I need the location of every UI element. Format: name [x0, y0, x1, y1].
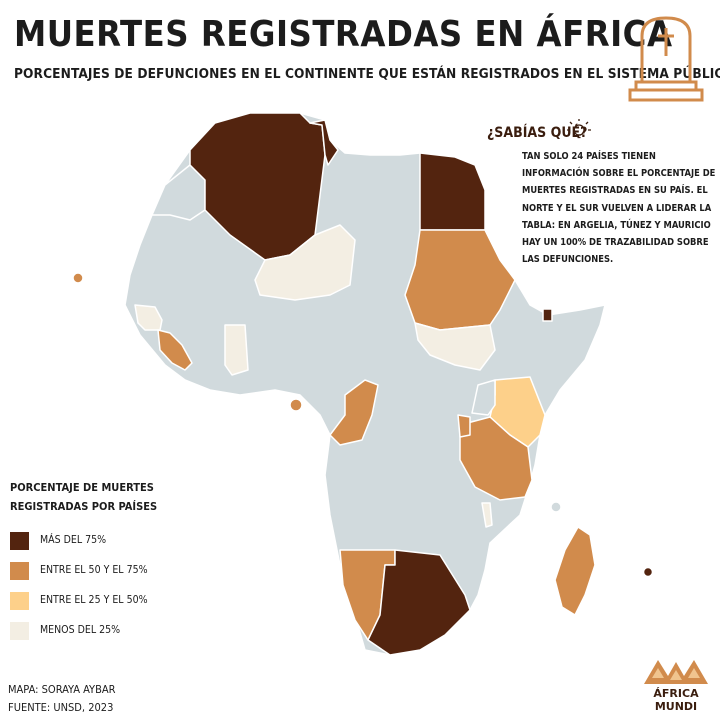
- africa-mundi-logo: ÁFRICA MUNDI: [644, 660, 708, 713]
- region-cape-verde: [72, 272, 84, 284]
- did-you-know-text: TAN SOLO 24 PAÍSES TIENEN INFORMACIÓN SO…: [522, 151, 716, 266]
- legend-swatch: [10, 562, 29, 580]
- region-seychelles: [550, 501, 562, 513]
- region-gabon-congo: [329, 379, 379, 446]
- region-southern-africa: [367, 549, 471, 656]
- logo-line2: MUNDI: [655, 700, 697, 713]
- region-tunisia: [309, 119, 339, 166]
- region-south-sudan: [414, 322, 496, 371]
- region-djibouti: [542, 308, 553, 322]
- region-egypt: [419, 152, 486, 231]
- region-sao-tome: [289, 398, 303, 412]
- region-tanzania: [459, 416, 533, 501]
- page-subtitle: PORCENTAJES DE DEFUNCIONES EN EL CONTINE…: [14, 66, 720, 82]
- africa-map: [72, 112, 654, 656]
- legend-swatch: [10, 622, 29, 640]
- legend-label: ENTRE EL 25 Y EL 50%: [40, 594, 148, 606]
- region-morocco: [151, 164, 206, 221]
- legend-title: PORCENTAJE DE MUERTES REGISTRADAS POR PA…: [10, 481, 158, 513]
- region-algeria: [189, 112, 326, 261]
- region-uganda: [471, 379, 496, 416]
- region-rwanda-burundi: [457, 414, 471, 438]
- logo-line1: ÁFRICA: [653, 687, 699, 700]
- region-mauritius: [642, 566, 654, 578]
- legend-swatch: [10, 532, 29, 550]
- region-niger: [254, 224, 356, 301]
- legend-label: MENOS DEL 25%: [40, 624, 121, 636]
- tombstone-icon: [628, 16, 704, 102]
- lightbulb-icon: [567, 119, 591, 139]
- map-credit: MAPA: SORAYA AYBAR: [8, 683, 116, 696]
- page-title: MUERTES REGISTRADAS EN ÁFRICA: [14, 14, 673, 55]
- region-madagascar: [554, 526, 596, 616]
- region-sierra-leone-liberia: [157, 329, 193, 371]
- did-you-know-title: ¿SABÍAS QUÉ?: [487, 125, 588, 141]
- region-ghana: [224, 324, 249, 376]
- legend-swatch: [10, 592, 29, 610]
- source-credit: FUENTE: UNSD, 2023: [8, 701, 114, 714]
- legend-label: MÁS DEL 75%: [40, 534, 107, 546]
- legend-label: ENTRE EL 50 Y EL 75%: [40, 564, 148, 576]
- region-malawi: [481, 502, 493, 528]
